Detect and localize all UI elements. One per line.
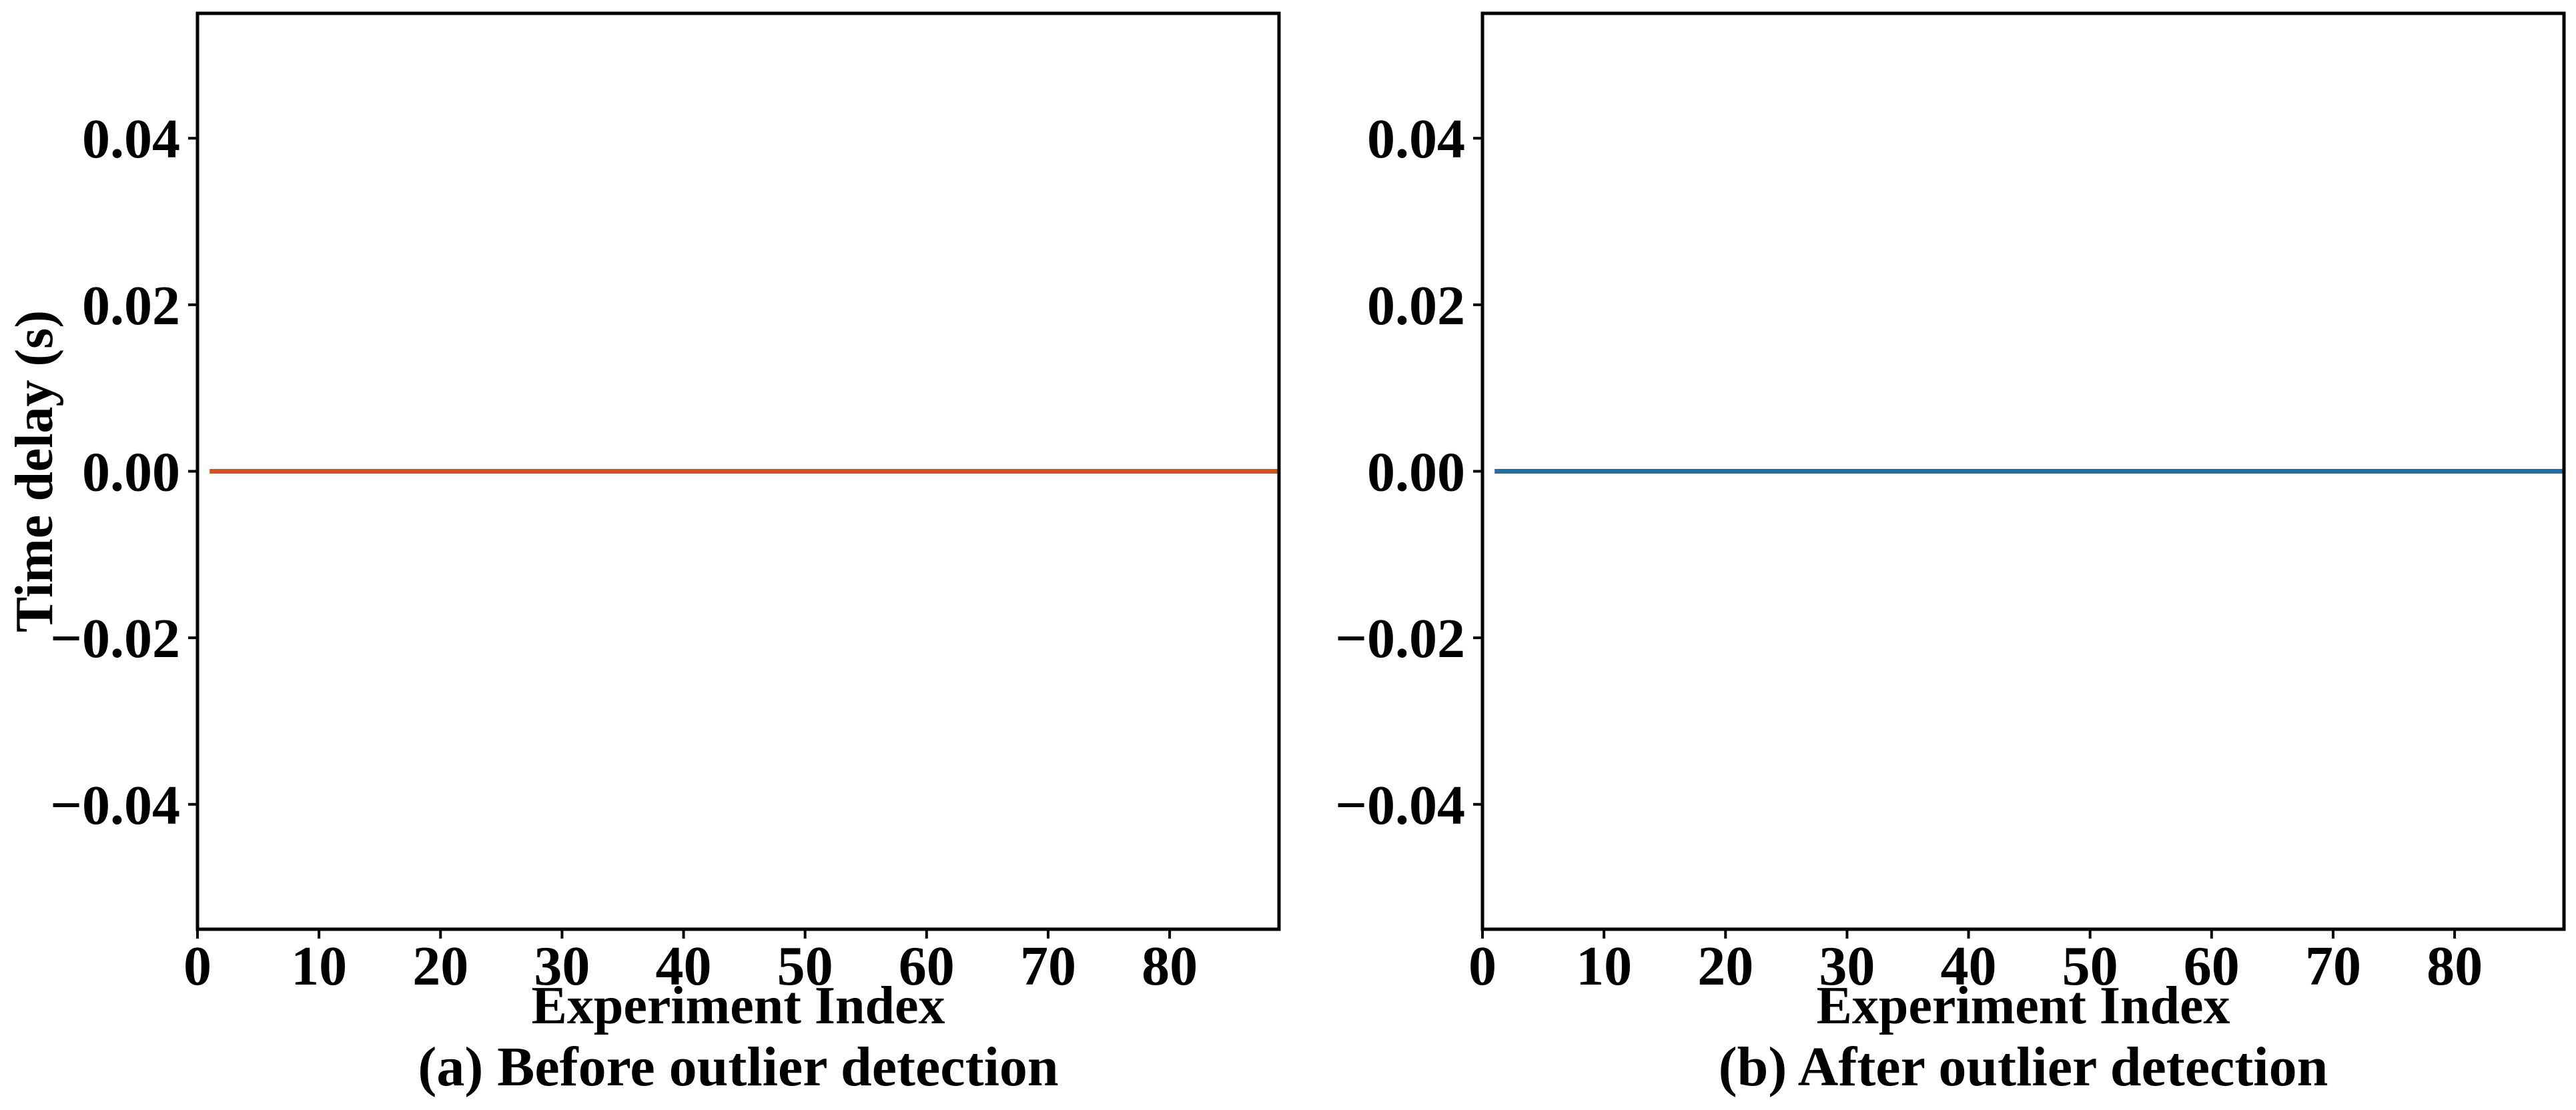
x-tick-label: 30 bbox=[534, 935, 590, 997]
x-tick-label: 70 bbox=[2305, 935, 2361, 997]
y-tick-label: 0.02 bbox=[82, 275, 180, 337]
x-tick-label: 10 bbox=[1576, 935, 1632, 997]
x-tick-label: 70 bbox=[1020, 935, 1076, 997]
x-tick-label: 10 bbox=[291, 935, 347, 997]
y-tick-label: −0.04 bbox=[1335, 774, 1465, 837]
y-tick-label: −0.04 bbox=[50, 774, 180, 837]
x-tick-label: 50 bbox=[2062, 935, 2118, 997]
y-tick-label: 0.00 bbox=[82, 442, 180, 504]
x-tick-label: 40 bbox=[1941, 935, 1997, 997]
panel-a: 0 10 20 30 40 50 60 70 80 0.04 0.02 0.00 −0.02 −0.04 E… bbox=[5, 11, 1281, 1098]
x-tick-label: 60 bbox=[899, 935, 955, 997]
y-tick-label: 0.04 bbox=[82, 108, 180, 170]
x-tick-label: 20 bbox=[412, 935, 468, 997]
y-tick-label: 0.04 bbox=[1367, 108, 1465, 170]
panel-caption: (a) Before outlier detection bbox=[418, 1036, 1058, 1098]
y-axis-label: Time delay (s) bbox=[5, 310, 64, 632]
panel-b: 0 10 20 30 40 50 60 70 80 0.04 0.02 0.00 −0.02 −0.04 E… bbox=[1335, 11, 2566, 1098]
y-tick-label: 0.02 bbox=[1367, 275, 1465, 337]
y-tick-label: −0.02 bbox=[1335, 608, 1465, 670]
y-tick-label: 0.00 bbox=[1367, 442, 1465, 504]
x-axis-label: Experiment Index bbox=[1817, 977, 2230, 1035]
x-tick-label: 0 bbox=[183, 935, 211, 997]
x-tick-label: 40 bbox=[656, 935, 712, 997]
x-tick-label: 20 bbox=[1697, 935, 1753, 997]
x-tick-label: 80 bbox=[1142, 935, 1198, 997]
x-tick-label: 30 bbox=[1819, 935, 1875, 997]
x-tick-label: 80 bbox=[2427, 935, 2483, 997]
y-tick-label: −0.02 bbox=[50, 608, 180, 670]
x-tick-label: 0 bbox=[1468, 935, 1496, 997]
panel-caption: (b) After outlier detection bbox=[1719, 1036, 2328, 1098]
x-axis-label: Experiment Index bbox=[532, 977, 945, 1035]
x-tick-label: 50 bbox=[777, 935, 833, 997]
x-tick-label: 60 bbox=[2184, 935, 2240, 997]
